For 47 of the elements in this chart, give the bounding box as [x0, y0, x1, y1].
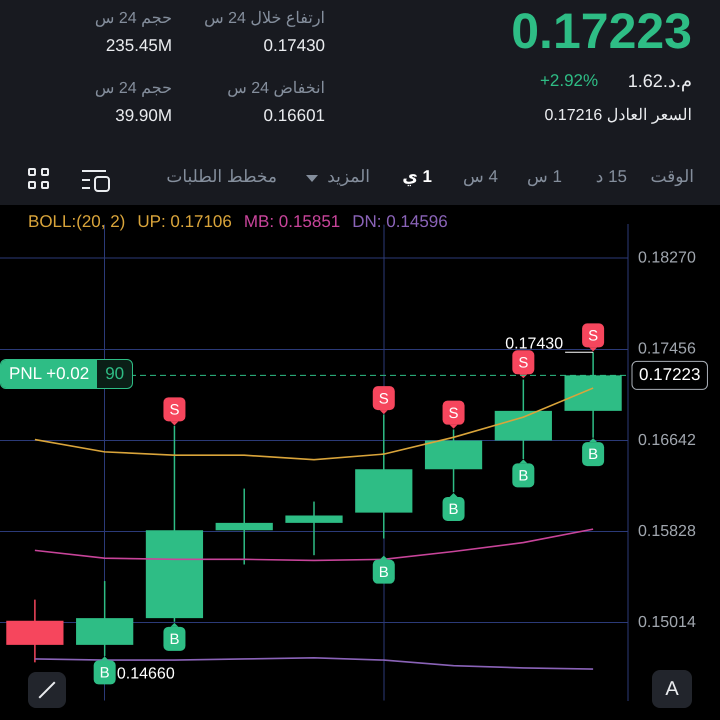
text: 1 ي	[402, 167, 432, 187]
text: 39.90M	[115, 106, 172, 126]
annotation: PNL +0.02	[1, 360, 98, 388]
text: S	[588, 328, 598, 345]
text: S	[169, 401, 180, 418]
y-tick-label: 0.15014	[638, 614, 696, 632]
y-tick-label: 0.17456	[638, 340, 696, 358]
annotation: 0.14660	[116, 666, 175, 683]
text: S	[448, 404, 459, 422]
text: UP: 0.17106	[137, 212, 232, 232]
text: حجم 24 س	[94, 79, 172, 98]
text: B	[100, 664, 110, 682]
y-tick-label: 0.18270	[638, 250, 696, 267]
text: +2.92%	[540, 71, 598, 91]
text: مخطط الطلبات	[166, 167, 277, 187]
text: S	[518, 354, 528, 372]
text: 0.16601	[264, 106, 325, 126]
annotation: 0.17430	[505, 336, 564, 353]
text: B	[378, 564, 389, 581]
text: MB: 0.15851	[244, 212, 340, 232]
text: حجم 24 س	[94, 9, 172, 28]
ref-line-label: 0.17223	[639, 365, 700, 384]
text: 1 س	[527, 167, 562, 187]
legend-title: BOLL:(20, 2)	[28, 212, 126, 232]
annotation: 90	[104, 364, 126, 384]
text: 0.17430	[264, 36, 325, 56]
text: B	[518, 468, 528, 485]
candlestick	[216, 488, 273, 566]
text: DN: 0.14596	[352, 212, 448, 232]
text: المزيد	[327, 167, 370, 187]
text: 235.45M	[106, 36, 172, 56]
series-label: S	[378, 390, 389, 408]
chart-title: 0.17223	[511, 2, 692, 60]
text: السعر العادل 0.17216	[544, 106, 692, 125]
legend-label: B	[169, 630, 180, 648]
y-tick-label: 0.15828	[638, 522, 696, 540]
text: B	[588, 446, 598, 464]
y-tick-label: 0.16642	[638, 432, 696, 449]
text: انخفاض 24 س	[227, 79, 325, 98]
text: م.د.1.62	[628, 71, 692, 92]
text: 15 د	[596, 167, 627, 187]
text: 4 س	[463, 167, 498, 187]
text: الوقت	[650, 167, 694, 187]
text: ارتفاع خلال 24 س	[204, 9, 325, 28]
text: B	[448, 501, 459, 518]
text: A	[652, 670, 692, 708]
candlestick	[285, 500, 343, 556]
